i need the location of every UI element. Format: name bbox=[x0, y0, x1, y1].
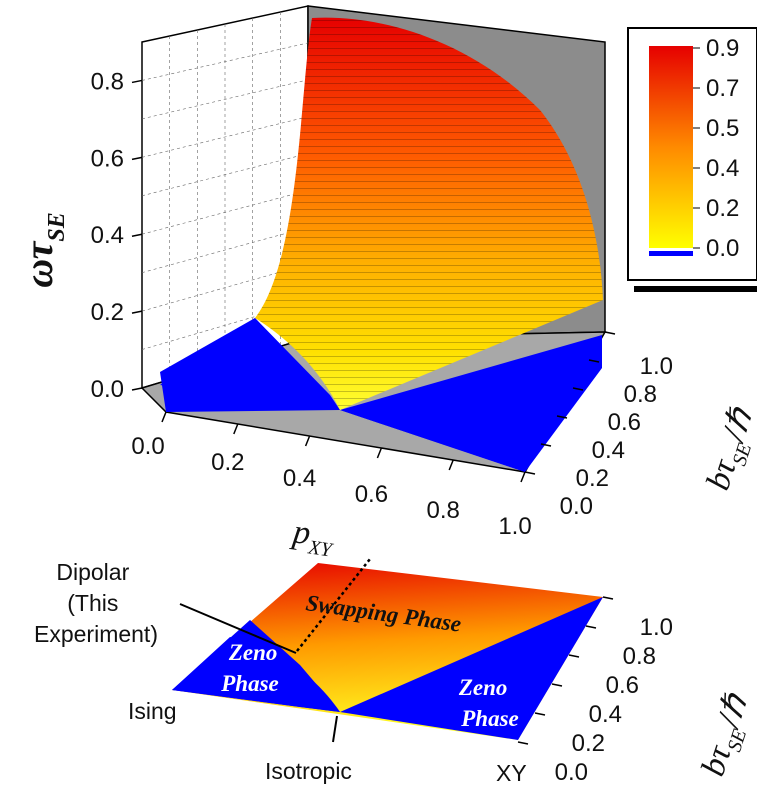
colorbar-label: 0.2 bbox=[706, 195, 739, 222]
x-tick-mark bbox=[233, 423, 239, 435]
z-tick-label: 0.2 bbox=[91, 299, 124, 326]
x-tick-mark bbox=[520, 471, 526, 483]
y-axis-label-top: bτSE/ℏ bbox=[699, 402, 757, 496]
wall-grid-line bbox=[141, 227, 309, 273]
x-tick-label: 0.8 bbox=[427, 497, 460, 524]
phase-y-tick-mark bbox=[551, 683, 563, 687]
z-tick-mark bbox=[131, 233, 143, 237]
x-tick-label: 0.4 bbox=[283, 465, 316, 492]
phase-y-label-suffix: /ℏ bbox=[710, 688, 756, 733]
phase-y-tick-label: 0.6 bbox=[606, 672, 639, 699]
z-tick-label: 0.8 bbox=[91, 68, 124, 95]
isotropic-arrow bbox=[332, 715, 338, 743]
phase-y-axis-label: bτSE/ℏ bbox=[694, 688, 757, 782]
z-axis-label: ωτSE bbox=[16, 212, 70, 287]
zeno-phase-left-label: Zeno Phase bbox=[220, 640, 283, 696]
x-tick-mark bbox=[304, 435, 311, 447]
wall-grid-line bbox=[141, 116, 309, 158]
x-axis-label: pXY bbox=[288, 513, 338, 562]
phase-y-tick-mark bbox=[585, 625, 597, 629]
y-tick-label: 0.6 bbox=[608, 409, 641, 436]
zeno-left-line1: Zeno bbox=[228, 640, 278, 665]
y-tick-mark bbox=[588, 359, 600, 363]
isotropic-annotation: Isotropic bbox=[265, 758, 352, 784]
phase-y-tick-mark bbox=[534, 712, 546, 716]
y-axis-ticks: 0.00.20.40.60.81.0 bbox=[524, 331, 673, 520]
y-tick-mark bbox=[524, 471, 536, 475]
y-tick-mark bbox=[572, 387, 584, 391]
z-axis-ticks: 0.0 0.2 0.4 0.6 0.8 bbox=[91, 68, 143, 403]
x-tick-mark bbox=[376, 447, 383, 459]
phase-y-tick-label: 0.8 bbox=[623, 643, 656, 670]
phase-y-tick-label: 1.0 bbox=[640, 614, 673, 641]
y-tick-mark bbox=[540, 443, 552, 447]
zeno-right-line1: Zeno bbox=[458, 675, 508, 700]
z-tick-mark bbox=[131, 310, 143, 314]
z-axis-label-main: ωτ bbox=[16, 240, 61, 287]
z-axis-label-sub: SE bbox=[44, 212, 70, 241]
z-tick-mark bbox=[131, 387, 143, 391]
colorbar-labels: 0.9 0.7 0.5 0.4 0.2 0.0 bbox=[693, 35, 739, 262]
dipolar-line1: Dipolar bbox=[56, 559, 129, 585]
x-axis-label-main: p bbox=[289, 513, 313, 552]
surface-contours bbox=[255, 17, 603, 410]
z-tick-label: 0.4 bbox=[91, 222, 124, 249]
zeno-region-right bbox=[340, 597, 603, 740]
y-axis-label-suffix: /ℏ bbox=[715, 402, 757, 447]
phase-y-axis-ticks: 0.00.20.40.60.81.0 bbox=[517, 596, 673, 786]
zeno-plane-left bbox=[160, 318, 340, 412]
z-tick-mark bbox=[131, 156, 143, 161]
phase-diagram: Swapping Phase Zeno Phase Zeno Phase Dip… bbox=[34, 558, 757, 786]
y-tick-label: 0.8 bbox=[624, 381, 657, 408]
dipolar-line bbox=[296, 558, 371, 652]
phase-y-tick-mark bbox=[602, 596, 614, 600]
colorbar-gradient bbox=[649, 46, 693, 248]
z-tick-label: 0.0 bbox=[91, 376, 124, 403]
phase-y-tick-label: 0.4 bbox=[589, 701, 622, 728]
wall-grid-line bbox=[141, 263, 309, 312]
ising-annotation: Ising bbox=[128, 698, 177, 724]
phase-y-tick-mark bbox=[568, 654, 580, 658]
x-tick-mark bbox=[448, 459, 454, 471]
phase-y-tick-label: 0.0 bbox=[555, 759, 588, 786]
phase-y-tick-label: 0.2 bbox=[572, 730, 605, 757]
x-axis-label-sub: XY bbox=[306, 536, 335, 561]
wall-grid-line bbox=[141, 79, 309, 120]
zeno-phase-right-label: Zeno Phase bbox=[458, 675, 519, 731]
y-tick-label: 1.0 bbox=[640, 353, 673, 380]
dipolar-line2: (This bbox=[67, 590, 118, 616]
y-tick-label: 0.0 bbox=[560, 493, 593, 520]
z-tick-label: 0.6 bbox=[91, 145, 124, 172]
colorbar-label: 0.9 bbox=[706, 35, 739, 62]
colorbar-label: 0.0 bbox=[706, 235, 739, 262]
y-tick-mark bbox=[604, 331, 616, 335]
colorbar-zero-line bbox=[649, 251, 693, 256]
colorbar-label: 0.5 bbox=[706, 115, 739, 142]
dipolar-arrow bbox=[179, 603, 297, 654]
zeno-region-left-curve bbox=[172, 637, 340, 712]
dipolar-line3: Experiment) bbox=[34, 621, 158, 647]
y-tick-label: 0.4 bbox=[592, 437, 625, 464]
x-tick-label: 1.0 bbox=[498, 513, 531, 540]
dipolar-annotation: Dipolar (This Experiment) bbox=[34, 559, 158, 647]
zeno-left-line2: Phase bbox=[220, 671, 279, 696]
zeno-right-line2: Phase bbox=[460, 706, 519, 731]
xy-annotation: XY bbox=[496, 760, 527, 786]
zeno-plane-right bbox=[340, 335, 602, 472]
x-tick-mark bbox=[161, 411, 167, 423]
colorbar-label: 0.4 bbox=[706, 155, 739, 182]
colorbar-label: 0.7 bbox=[706, 75, 739, 102]
y-tick-mark bbox=[556, 415, 568, 419]
colorbar-legend: 0.9 0.7 0.5 0.4 0.2 0.0 bbox=[627, 27, 757, 292]
y-tick-label: 0.2 bbox=[576, 465, 609, 492]
x-tick-label: 0.6 bbox=[355, 481, 388, 508]
z-tick-mark bbox=[131, 79, 143, 84]
x-axis-ticks: 0.0 0.2 0.4 0.6 0.8 1.0 bbox=[131, 411, 532, 540]
surface-chart: 0.00.20.40.60.8 0.00.20.40.60.81.0 0.00.… bbox=[16, 5, 757, 562]
phase-y-tick-mark bbox=[517, 741, 529, 745]
x-tick-label: 0.0 bbox=[131, 433, 164, 460]
x-tick-label: 0.2 bbox=[211, 449, 244, 476]
